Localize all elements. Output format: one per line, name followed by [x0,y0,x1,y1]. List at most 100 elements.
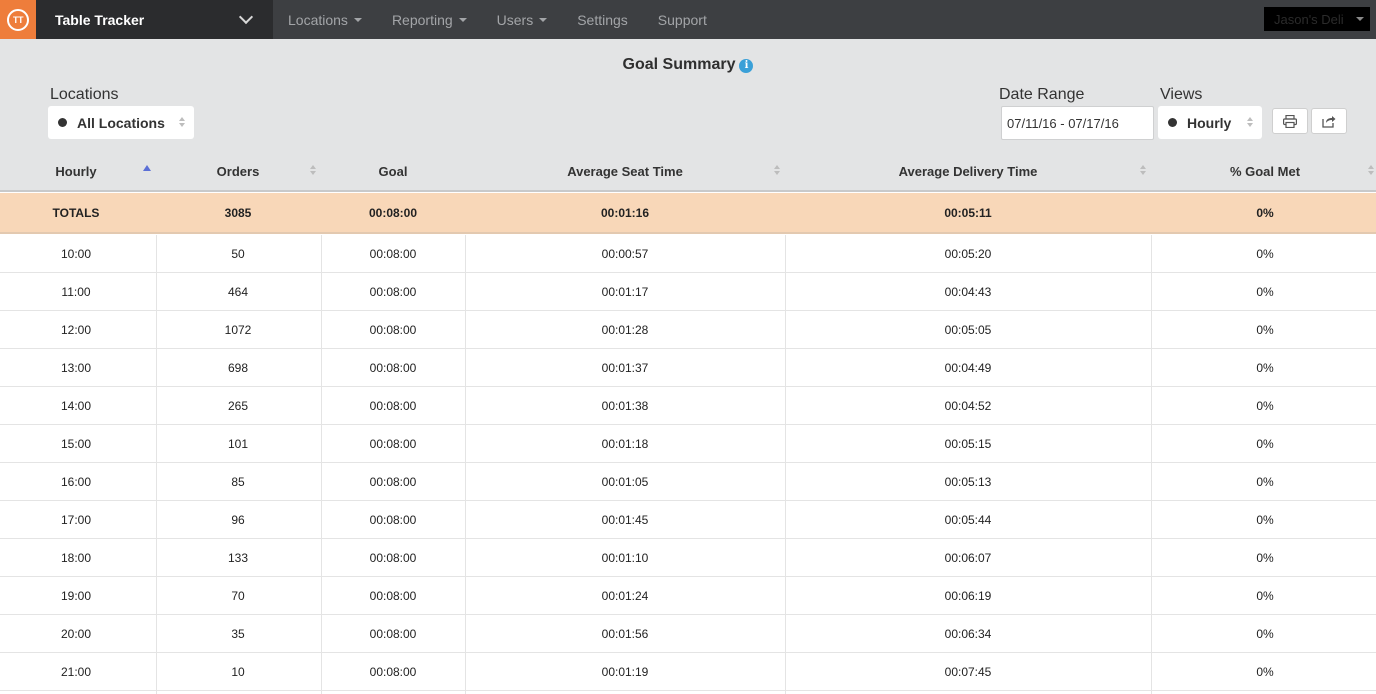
col-header-goal-met[interactable]: % Goal Met [1229,164,1301,179]
sort-icon [774,165,780,175]
date-range-label: Date Range [999,86,1085,103]
user-name: Jason's Deli [1274,11,1344,27]
logo[interactable]: TT [0,0,36,39]
column-divider [1151,235,1152,694]
select-arrows-icon [1247,117,1253,127]
cell-orders: 96 [231,513,245,527]
cell-hour: 20:00 [60,627,92,641]
col-header-orders[interactable]: Orders [216,164,260,179]
nav-settings[interactable]: Settings [562,0,643,39]
top-navbar: TT Table Tracker Locations Reporting Use… [0,0,1376,39]
cell-avg-delivery: 00:04:49 [944,361,992,375]
locations-label: Locations [50,86,119,103]
cell-avg-seat: 00:01:45 [601,513,649,527]
app-title: Table Tracker [55,11,145,28]
nav-support[interactable]: Support [643,0,722,39]
cell-avg-seat: 00:01:24 [601,589,649,603]
cell-avg-delivery: 00:05:20 [944,247,992,261]
table-row: 18:00 133 00:08:00 00:01:10 00:06:07 0% [0,539,1376,577]
totals-goal-met: 0% [1256,206,1274,220]
locations-select[interactable]: All Locations [48,106,194,139]
cell-orders: 50 [231,247,245,261]
cell-goal: 00:08:00 [369,285,417,299]
locations-value: All Locations [77,114,165,131]
date-range-input[interactable]: 07/11/16 - 07/17/16 [1001,106,1154,140]
cell-orders: 85 [231,475,245,489]
cell-orders: 133 [227,551,249,565]
cell-orders: 698 [227,361,249,375]
cell-avg-delivery: 00:07:45 [944,665,992,679]
filter-panel: Goal Summary i Locations All Locations Da… [0,39,1376,192]
cell-hour: 15:00 [60,437,92,451]
totals-avg-delivery: 00:05:11 [944,206,992,220]
cell-goal: 00:08:00 [369,399,417,413]
app-switcher[interactable]: Table Tracker [36,0,273,39]
totals-orders: 3085 [224,206,252,220]
cell-avg-delivery: 00:05:05 [944,323,992,337]
nav-users[interactable]: Users [482,0,563,39]
table-body: 10:00 50 00:08:00 00:00:57 00:05:20 0% 11:00 46… [0,235,1376,694]
cell-avg-delivery: 00:06:07 [944,551,992,565]
views-select[interactable]: Hourly [1158,106,1262,139]
cell-goal-met: 0% [1256,285,1274,299]
print-button[interactable] [1272,108,1308,134]
nav-reporting[interactable]: Reporting [377,0,482,39]
totals-avg-seat: 00:01:16 [600,206,650,220]
views-value: Hourly [1187,114,1232,131]
cell-goal: 00:08:00 [369,551,417,565]
cell-avg-delivery: 00:06:19 [944,589,992,603]
cell-goal-met: 0% [1256,475,1274,489]
table-row: 16:00 85 00:08:00 00:01:05 00:05:13 0% [0,463,1376,501]
share-button[interactable] [1311,108,1347,134]
cell-avg-delivery: 00:04:43 [944,285,992,299]
cell-avg-seat: 00:01:05 [601,475,649,489]
nav-users-label: Users [496,11,534,28]
cell-hour: 16:00 [60,475,92,489]
cell-goal: 00:08:00 [369,665,417,679]
col-header-avg-delivery-time[interactable]: Average Delivery Time [898,164,1038,179]
totals-label: TOTALS [52,206,100,220]
col-header-hourly[interactable]: Hourly [55,164,97,179]
cell-avg-seat: 00:01:10 [601,551,649,565]
info-icon[interactable]: i [739,59,754,73]
cell-orders: 10 [231,665,245,679]
cell-avg-seat: 00:01:37 [601,361,649,375]
cell-avg-delivery: 00:04:52 [944,399,992,413]
cell-orders: 464 [227,285,249,299]
cell-hour: 12:00 [60,323,92,337]
column-divider [156,235,157,694]
table-row: 11:00 464 00:08:00 00:01:17 00:04:43 0% [0,273,1376,311]
cell-goal: 00:08:00 [369,475,417,489]
table-row: 10:00 50 00:08:00 00:00:57 00:05:20 0% [0,235,1376,273]
totals-goal: 00:08:00 [368,206,418,220]
user-menu[interactable]: Jason's Deli [1264,7,1370,31]
chevron-down-icon [238,9,254,25]
cell-avg-seat: 00:01:18 [601,437,649,451]
col-header-avg-seat-time[interactable]: Average Seat Time [567,164,683,179]
caret-down-icon [1356,17,1364,21]
cell-goal: 00:08:00 [369,247,417,261]
sort-icon [310,165,316,175]
nav-locations[interactable]: Locations [273,0,377,39]
cell-goal: 00:08:00 [369,323,417,337]
cell-goal-met: 0% [1256,247,1274,261]
page-title-text: Goal Summary [622,56,736,73]
cell-goal: 00:08:00 [369,627,417,641]
cell-avg-seat: 00:01:56 [601,627,649,641]
nav-settings-label: Settings [577,11,628,28]
main-nav: Locations Reporting Users Settings Suppo… [273,0,722,39]
cell-avg-delivery: 00:06:34 [944,627,992,641]
bullet-icon [1168,118,1177,127]
cell-avg-delivery: 00:05:15 [944,437,992,451]
sort-icon [1140,165,1146,175]
cell-avg-seat: 00:01:28 [601,323,649,337]
col-header-goal[interactable]: Goal [378,164,408,179]
totals-row: TOTALS 3085 00:08:00 00:01:16 00:05:11 0… [0,193,1376,234]
table-row: 13:00 698 00:08:00 00:01:37 00:04:49 0% [0,349,1376,387]
sort-asc-icon [143,165,151,171]
cell-hour: 17:00 [60,513,92,527]
column-divider [785,235,786,694]
cell-goal: 00:08:00 [369,361,417,375]
cell-goal: 00:08:00 [369,513,417,527]
nav-reporting-label: Reporting [391,11,453,28]
